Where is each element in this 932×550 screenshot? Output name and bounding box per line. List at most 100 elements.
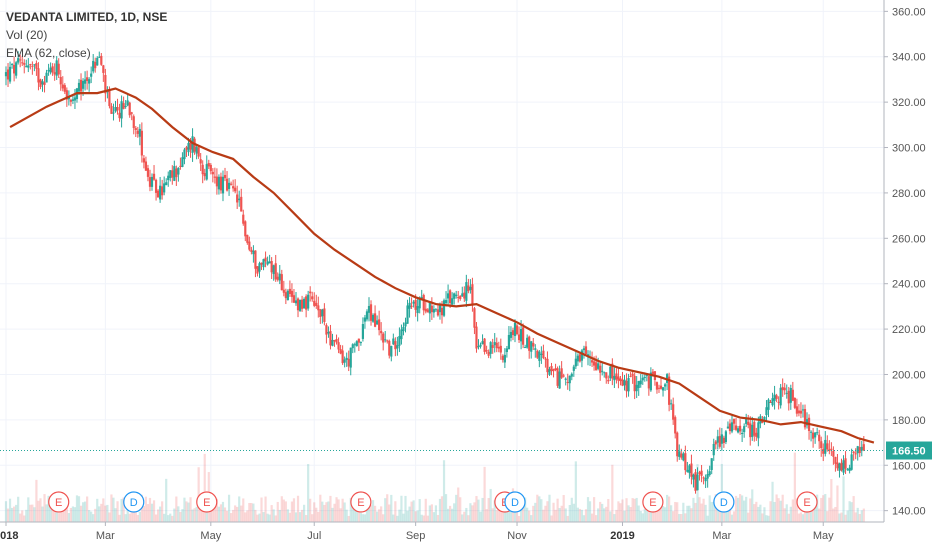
volume-bar [446,508,450,522]
candle-body [398,336,401,346]
volume-bar [94,508,97,522]
volume-bar [347,515,350,522]
candle-body [15,62,18,76]
volume-bar [672,511,675,522]
y-tick-label: 340.00 [892,52,926,64]
candle-body [420,296,423,299]
ema-indicator-label[interactable]: EMA (62, close) [6,46,91,60]
candle-body [150,176,154,187]
volume-bar [838,513,841,522]
candle-body [128,102,131,116]
earnings-marker[interactable]: E [48,491,70,513]
volume-bar [6,508,10,522]
volume-indicator-label[interactable]: Vol (20) [6,28,48,42]
volume-bar [765,515,768,522]
event-letter: D [511,497,519,509]
volume-bar [814,496,817,522]
candle-body [672,404,675,420]
candle-body [371,314,375,322]
candle-body [236,194,239,203]
candle-body [37,68,40,83]
candle-body [4,72,8,77]
candle-body [850,454,853,470]
candle-body [743,426,746,433]
candle-body [244,221,247,237]
earnings-marker[interactable]: E [350,491,372,513]
event-letter: E [649,497,656,509]
volume-bar [197,467,200,522]
dividend-marker[interactable]: D [123,491,145,513]
y-tick-label: 220.00 [892,324,926,336]
volume-bar [150,503,154,522]
candle-body [574,358,577,367]
volume-bar [578,508,581,522]
candle-body [242,214,245,224]
candle-body [576,355,579,362]
earnings-marker[interactable]: E [196,491,218,513]
candle-body [449,290,452,304]
candle-body [668,376,671,405]
candle-body [698,472,701,475]
volume-bar [643,508,646,522]
earnings-marker[interactable]: E [642,491,664,513]
candle-body [29,64,32,66]
candle-body [501,355,504,361]
volume-bar [663,507,667,522]
symbol-title[interactable]: VEDANTA LIMITED, 1D, NSE [6,10,168,24]
y-tick-label: 300.00 [892,143,926,155]
volume-bar [582,515,586,522]
candle-body [132,116,135,128]
volume-bar [280,496,283,522]
volume-bar [29,504,32,522]
volume-bar [258,513,261,522]
volume-bar [783,508,786,522]
candle-body [17,58,20,63]
volume-bar [106,504,109,522]
volume-bar [361,514,365,522]
candle-body [538,351,541,361]
candle-body [144,161,148,171]
volume-bar [590,513,594,522]
y-tick-label: 260.00 [892,233,926,245]
volume-bar [694,502,697,522]
volume-bar [71,506,75,522]
candle-body [816,432,819,434]
candle-body [258,263,261,272]
candle-body [430,305,433,313]
volume-bar [485,509,488,522]
candle-body [572,366,575,371]
candle-body [234,187,237,192]
candle-body [337,342,340,350]
candle-body [238,198,241,201]
candle-body [597,363,600,369]
volume-bar [726,508,730,522]
candle-body [536,350,539,358]
volume-bar [65,504,68,522]
candle-body [81,80,85,89]
dividend-marker[interactable]: D [713,491,735,513]
volume-bar [755,501,758,522]
volume-bar [840,512,843,522]
volume-bar [633,498,636,522]
candle-body [732,419,736,424]
candle-body [663,384,667,387]
candle-body [836,462,839,469]
volume-bar [659,497,663,522]
volume-bar [491,508,494,522]
volume-bar [688,505,691,522]
candle-body [341,350,344,364]
candle-body [749,423,752,438]
volume-bar [276,501,279,522]
volume-bar [234,505,237,522]
volume-bar [562,495,565,522]
candle-body [799,410,803,414]
volume-bar [384,498,387,522]
price-tag-bg [886,441,932,460]
earnings-marker[interactable]: E [796,491,818,513]
dividend-marker[interactable]: D [504,491,526,513]
volume-bar [538,496,541,522]
volume-bar [635,497,638,522]
volume-bar [629,507,632,522]
volume-bar [818,508,821,522]
